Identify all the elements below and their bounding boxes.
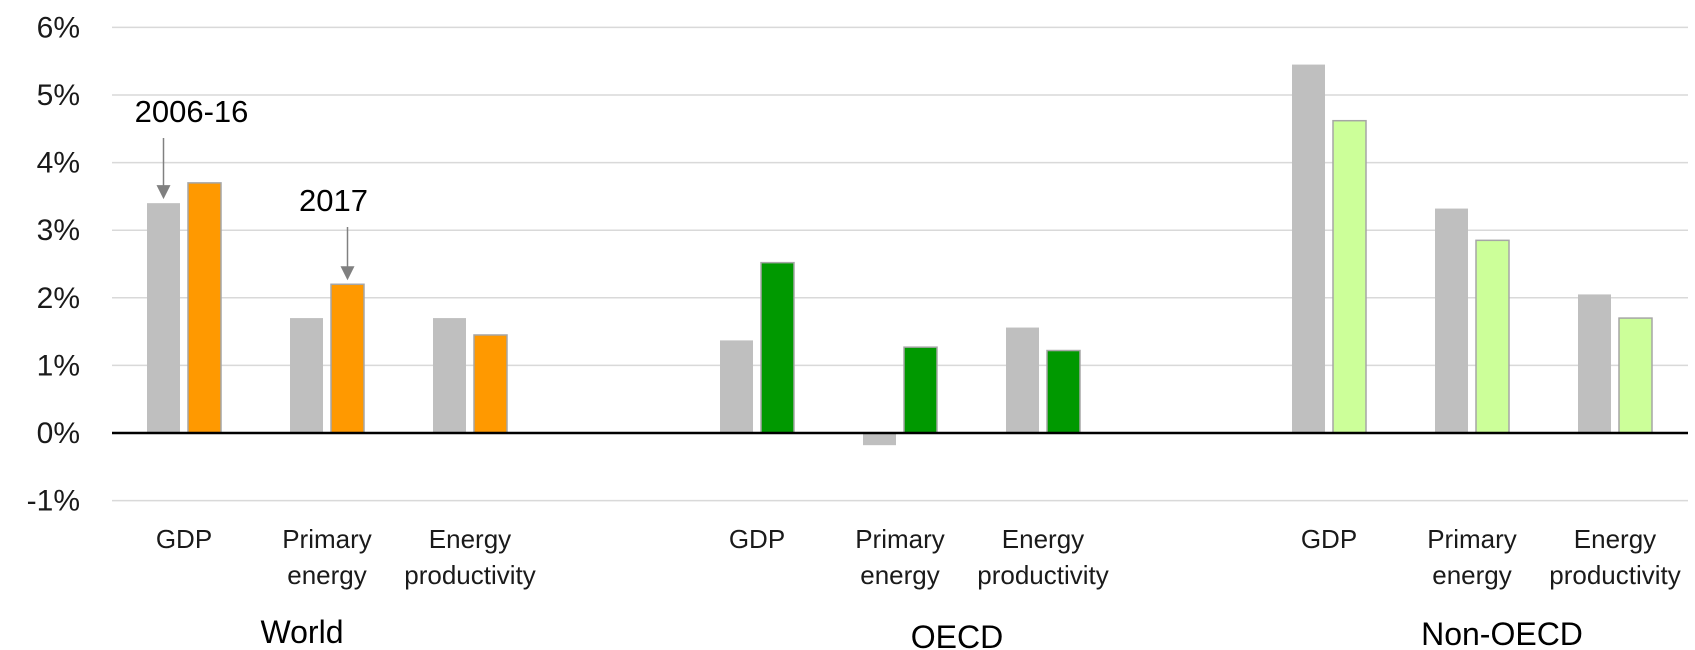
bars: [147, 64, 1653, 446]
group-labels: World OECD Non-OECD: [261, 614, 1583, 650]
category-label: GDP: [156, 524, 212, 554]
category-label: productivity: [977, 560, 1109, 590]
category-label: productivity: [1549, 560, 1681, 590]
bar-2017: [1475, 239, 1510, 434]
bar-2017: [330, 283, 365, 434]
group-label: OECD: [911, 619, 1003, 650]
category-label: Energy: [1002, 524, 1084, 554]
annotation-label: 2017: [299, 183, 368, 218]
category-label: productivity: [404, 560, 536, 590]
y-tick-label: 1%: [37, 349, 80, 382]
group-label: World: [261, 614, 344, 650]
bar-2017: [1046, 349, 1081, 434]
y-tick-label: -1%: [27, 485, 80, 518]
y-tick-label: 5%: [37, 79, 80, 112]
y-tick-label: 2%: [37, 282, 80, 315]
y-tick-label: 4%: [37, 147, 80, 180]
bar-2006-16: [433, 318, 466, 433]
category-labels: GDP Primary energy Energy productivity GDP Pri…: [156, 524, 1681, 590]
bar-2006-16: [1578, 294, 1611, 433]
bar-2017: [1618, 317, 1653, 434]
gridlines: [112, 26, 1688, 502]
annotation-arrowhead: [156, 185, 171, 200]
bar-2017: [760, 261, 795, 434]
y-tick-label: 6%: [37, 11, 80, 44]
y-tick-label: 3%: [37, 214, 80, 247]
category-label: energy: [1432, 560, 1512, 590]
group-label: Non-OECD: [1421, 616, 1583, 650]
annotation-arrowhead: [340, 266, 355, 281]
category-label: Primary: [282, 524, 372, 554]
bar-2006-16: [147, 203, 180, 433]
bar-2017: [1332, 119, 1367, 434]
category-label: GDP: [729, 524, 785, 554]
bar-2006-16: [1006, 327, 1039, 433]
category-label: Primary: [1427, 524, 1517, 554]
bar-2017: [473, 334, 508, 434]
bar-2017: [903, 346, 938, 434]
bar-2006-16: [1292, 64, 1325, 433]
annotation-label: 2006-16: [135, 94, 249, 129]
y-axis-tick-labels: -1% 0% 1% 2% 3% 4% 5% 6%: [27, 11, 80, 517]
bar-2006-16: [863, 433, 896, 446]
category-label: Energy: [1574, 524, 1656, 554]
category-label: Primary: [855, 524, 945, 554]
bar-2006-16: [720, 340, 753, 433]
bar-2006-16: [290, 318, 323, 433]
category-label: Energy: [429, 524, 511, 554]
category-label: GDP: [1301, 524, 1357, 554]
category-label: energy: [287, 560, 367, 590]
category-label: energy: [860, 560, 940, 590]
bar-2017: [187, 182, 222, 434]
bar-2006-16: [1435, 208, 1468, 433]
y-tick-label: 0%: [37, 417, 80, 450]
annotations: 2006-16 2017: [135, 94, 368, 281]
